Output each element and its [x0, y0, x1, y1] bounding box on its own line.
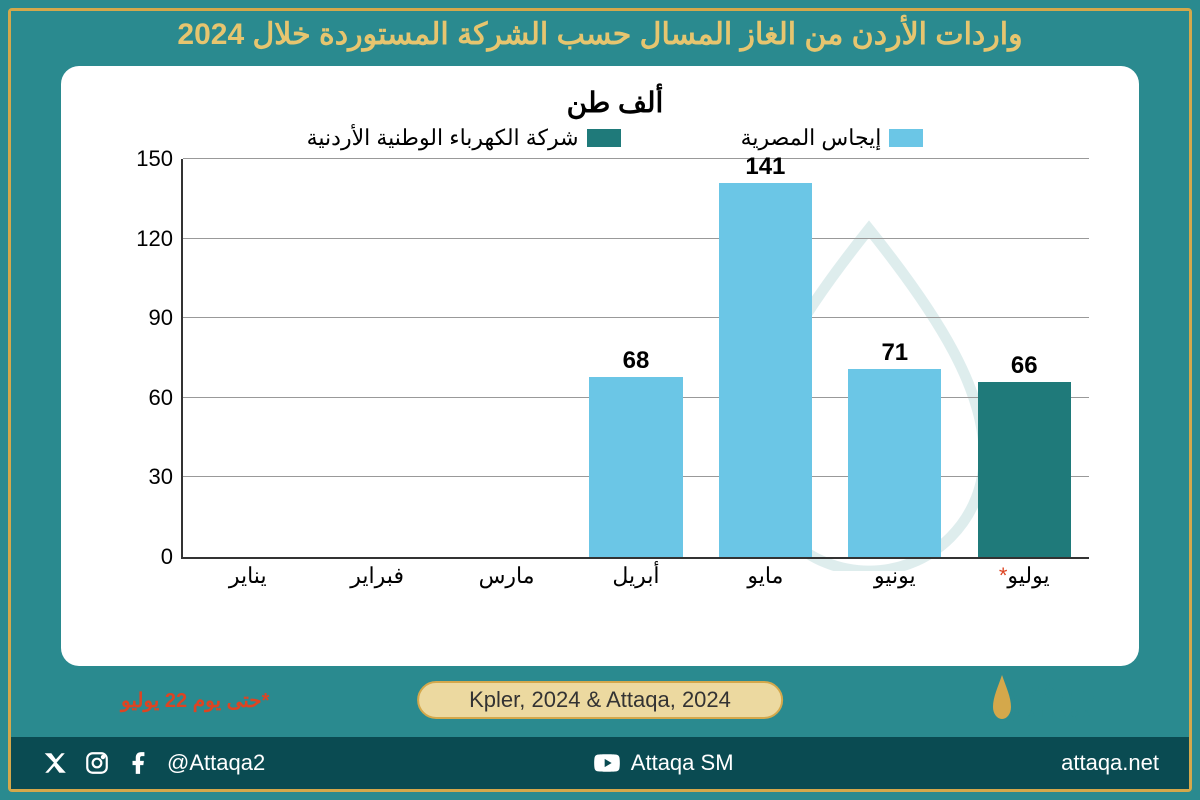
legend: إيجاس المصرية شركة الكهرباء الوطنية الأر…	[121, 125, 1109, 151]
title-bar: واردات الأردن من الغاز المسال حسب الشركة…	[11, 11, 1189, 66]
bar-slot: 141مايو	[701, 159, 830, 557]
x-tick-label: يناير	[183, 557, 312, 589]
footnote: *حتى يوم 22 يوليو	[121, 688, 269, 713]
bar: 66	[978, 382, 1071, 557]
bar-slot: 68أبريل	[571, 159, 700, 557]
brand-name-en: ATTAQA	[1028, 708, 1104, 720]
bar-value-label: 68	[589, 347, 682, 375]
legend-swatch	[889, 129, 923, 147]
bar-slot: فبراير	[312, 159, 441, 557]
legend-item-nepco: شركة الكهرباء الوطنية الأردنية	[307, 125, 621, 151]
x-tick-label: يونيو	[830, 557, 959, 589]
x-tick-label: مايو	[701, 557, 830, 589]
x-icon	[41, 749, 69, 777]
bar: 71	[848, 369, 941, 557]
y-tick-label: 60	[149, 385, 183, 411]
y-tick-label: 120	[136, 226, 183, 252]
brand-logo: الطاقة ATTAQA	[982, 673, 1104, 721]
bar: 141	[719, 183, 812, 557]
legend-label: إيجاس المصرية	[741, 125, 882, 151]
bar-value-label: 71	[848, 339, 941, 367]
x-tick-label: فبراير	[312, 557, 441, 589]
plot-area: 0306090120150ينايرفبرايرمارس68أبريل141ما…	[121, 159, 1109, 599]
y-tick-label: 150	[136, 146, 183, 172]
chart-card: ألف طن إيجاس المصرية شركة الكهرباء الوطن…	[61, 66, 1139, 666]
legend-label: شركة الكهرباء الوطنية الأردنية	[307, 125, 579, 151]
bar-value-label: 66	[978, 352, 1071, 380]
legend-swatch	[587, 129, 621, 147]
y-axis-label: ألف طن	[121, 86, 1109, 119]
youtube-icon	[593, 749, 621, 777]
y-tick-label: 0	[161, 544, 183, 570]
bar-slot: 66يوليو*	[960, 159, 1089, 557]
bars-container: ينايرفبرايرمارس68أبريل141مايو71يونيو66يو…	[183, 159, 1089, 557]
page-frame: واردات الأردن من الغاز المسال حسب الشركة…	[0, 0, 1200, 800]
x-tick-label: مارس	[442, 557, 571, 589]
bar-value-label: 141	[719, 153, 812, 181]
legend-item-egas: إيجاس المصرية	[741, 125, 924, 151]
bar-slot: مارس	[442, 159, 571, 557]
x-tick-label: يوليو*	[960, 557, 1089, 589]
page-title: واردات الأردن من الغاز المسال حسب الشركة…	[11, 17, 1189, 52]
x-tick-label: أبريل	[571, 557, 700, 589]
brand-drop-icon	[982, 673, 1022, 721]
footer-youtube: Attaqa SM	[593, 749, 734, 777]
youtube-label: Attaqa SM	[631, 750, 734, 776]
footer-website: attaqa.net	[1061, 750, 1159, 776]
facebook-icon	[125, 749, 153, 777]
footer-social: @Attaqa2	[41, 749, 265, 777]
footer-bar: @Attaqa2 Attaqa SM attaqa.net	[11, 737, 1189, 789]
y-tick-label: 90	[149, 305, 183, 331]
bar-slot: 71يونيو	[830, 159, 959, 557]
brand-name-ar: الطاقة	[1028, 675, 1104, 708]
y-tick-label: 30	[149, 464, 183, 490]
social-handle: @Attaqa2	[167, 750, 265, 776]
bar-slot: يناير	[183, 159, 312, 557]
inner-border: واردات الأردن من الغاز المسال حسب الشركة…	[8, 8, 1192, 792]
bar: 68	[589, 377, 682, 557]
source-pill: Kpler, 2024 & Attaqa, 2024	[417, 681, 783, 719]
instagram-icon	[83, 749, 111, 777]
